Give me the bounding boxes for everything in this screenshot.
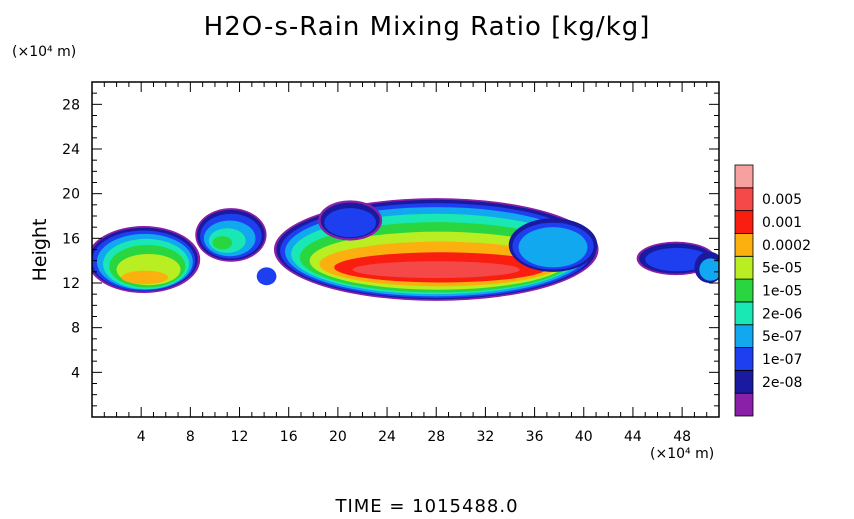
y-tick-label: 12 <box>62 276 80 292</box>
x-tick-label: 8 <box>186 429 195 445</box>
y-tick-label: 4 <box>71 365 80 381</box>
x-tick-label: 24 <box>378 429 396 445</box>
colorbar-swatch <box>734 210 754 234</box>
x-tick-label: 32 <box>476 429 494 445</box>
y-tick-label: 28 <box>62 97 80 113</box>
time-label: TIME = 1015488.0 <box>335 496 519 517</box>
x-tick-label: 44 <box>624 429 642 445</box>
x-tick-label: 4 <box>137 429 146 445</box>
cloud-d-contour <box>645 247 710 272</box>
cloud-b-contour <box>212 236 233 250</box>
y-tick-label: 20 <box>62 187 80 203</box>
colorbar-swatch <box>734 369 754 394</box>
colorbar-label: 1e-05 <box>762 284 802 300</box>
y-tick-label: 8 <box>71 321 80 337</box>
x-tick-label: 12 <box>231 429 249 445</box>
colorbar-swatch <box>734 278 754 303</box>
y-axis-unit: (×10⁴ m) <box>12 44 77 60</box>
cloud-a-contour <box>121 270 169 285</box>
colorbar-swatch <box>734 301 754 326</box>
x-tick-label: 20 <box>329 429 347 445</box>
colorbar-swatch <box>734 324 754 348</box>
colorbar-label: 5e-07 <box>762 329 802 345</box>
cloud-c-contour <box>324 208 376 238</box>
cloud-c-contour <box>352 261 520 278</box>
colorbar-label: 0.005 <box>762 192 802 208</box>
x-tick-label: 36 <box>526 429 544 445</box>
cloud-b-contour <box>256 267 277 286</box>
colorbar-label: 0.001 <box>762 215 802 231</box>
colorbar-swatch <box>734 233 754 257</box>
colorbar-swatch <box>734 347 754 371</box>
colorbar-label: 2e-08 <box>762 375 802 391</box>
y-tick-label: 16 <box>62 231 80 247</box>
cloud-d-contour <box>699 258 719 281</box>
colorbar-swatch <box>734 164 754 189</box>
colorbar-label: 5e-05 <box>762 261 802 277</box>
colorbar-swatch <box>734 392 754 417</box>
colorbar-label: 1e-07 <box>762 352 802 368</box>
x-axis-unit: (×10⁴ m) <box>650 446 715 462</box>
colorbar-label: 0.0002 <box>762 238 811 254</box>
colorbar-label: 2e-06 <box>762 306 802 322</box>
colorbar-swatch <box>734 187 754 212</box>
colorbar-legend: 2e-08 1e-07 5e-07 2e-06 1e-05 5e-05 0.0002 0.00… <box>734 164 811 417</box>
x-tick-label: 16 <box>280 429 298 445</box>
x-tick-label: 40 <box>575 429 593 445</box>
x-tick-label: 48 <box>673 429 691 445</box>
cloud-field <box>92 198 719 301</box>
y-tick-label: 24 <box>62 142 80 158</box>
cloud-c-contour <box>518 227 588 268</box>
chart-title: H2O-s-Rain Mixing Ratio [kg/kg] <box>203 12 651 42</box>
x-tick-label: 28 <box>427 429 445 445</box>
colorbar-swatch <box>734 255 754 280</box>
